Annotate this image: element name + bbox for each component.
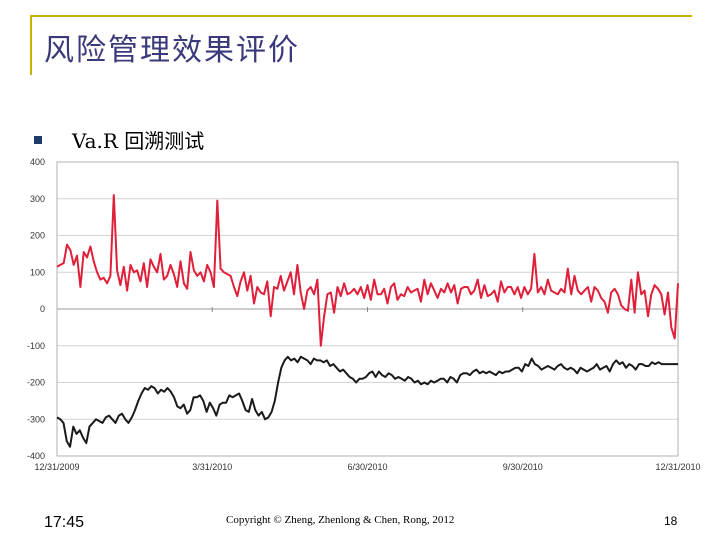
x-tick-label: 12/31/2010 <box>655 462 700 472</box>
footer-time: 17:45 <box>44 514 85 531</box>
y-tick-label: -400 <box>27 451 45 461</box>
grid-layer <box>56 161 679 457</box>
plot-frame <box>56 161 679 457</box>
series-line-1 <box>56 194 679 347</box>
y-tick-label: 300 <box>30 194 45 204</box>
x-tick-label: 3/31/2010 <box>192 462 232 472</box>
x-tick-label: 6/30/2010 <box>347 462 387 472</box>
slide-title: 风险管理效果评价 <box>44 33 300 68</box>
y-tick-label: -200 <box>27 378 45 388</box>
x-tick-label: 9/30/2010 <box>503 462 543 472</box>
y-tick-label: 0 <box>40 304 45 314</box>
page-number: 18 <box>664 514 678 528</box>
y-tick-label: 400 <box>30 157 45 167</box>
y-tick-label: 200 <box>30 231 45 241</box>
series-layer <box>56 194 679 448</box>
footer-copyright: Copyright © Zheng, Zhenlong & Chen, Rong… <box>226 514 455 526</box>
title-frame <box>30 15 692 75</box>
y-tick-label: 100 <box>30 267 45 277</box>
bullet-square-icon <box>34 136 42 144</box>
series-line-2 <box>56 355 678 448</box>
x-tick-label: 12/31/2009 <box>34 462 79 472</box>
y-tick-label: -300 <box>27 414 45 424</box>
y-tick-label: -100 <box>27 341 45 351</box>
slide-heading: Va.R 回溯测试 <box>72 129 205 153</box>
